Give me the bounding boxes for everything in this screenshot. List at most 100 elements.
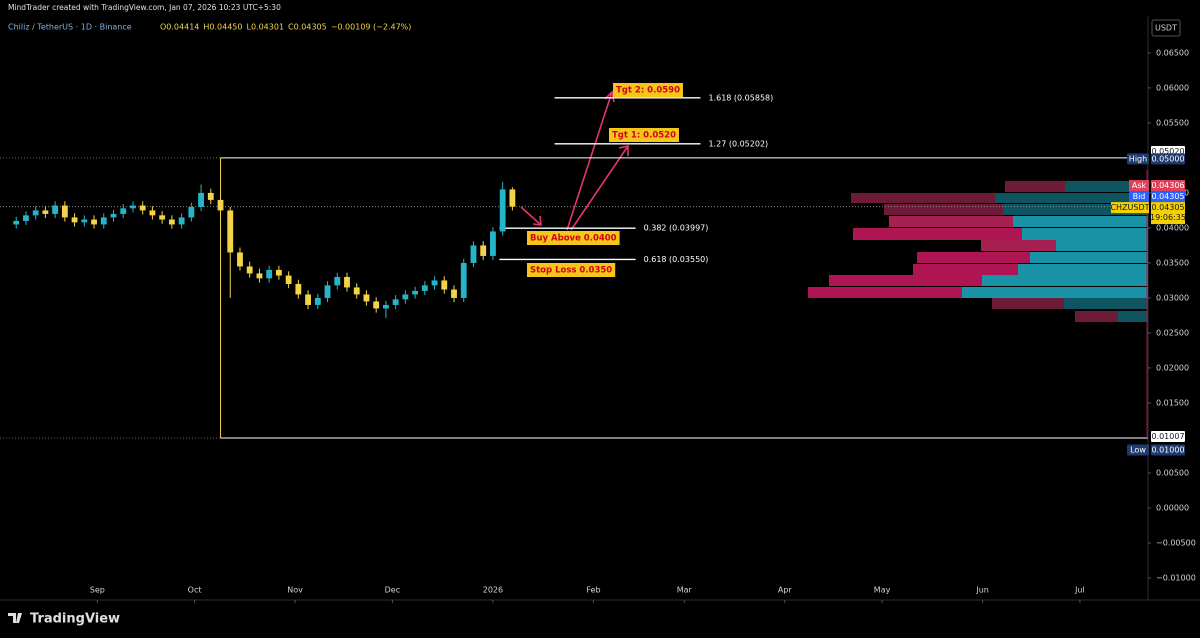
- range-low-name-box: [1127, 444, 1149, 456]
- candle-body: [217, 199, 224, 211]
- x-tick-label: Jun: [975, 586, 989, 595]
- brand-logo: [8, 613, 22, 623]
- vp-bar: [1075, 311, 1118, 322]
- y-tick-label: 0.03000: [1156, 293, 1189, 302]
- x-tick-label: May: [874, 586, 891, 595]
- ohlc-value: O0.04414: [160, 23, 199, 32]
- ohlc-value: −0.00109 (−2.47%): [331, 23, 412, 32]
- range-top-tag: 0.05020: [1151, 147, 1184, 156]
- vp-bar: [1056, 240, 1148, 251]
- y-tick-label: −0.01000: [1156, 574, 1196, 583]
- vp-bar: [853, 228, 1022, 240]
- candle-body: [227, 210, 234, 253]
- x-tick-label: 2026: [483, 586, 503, 595]
- vp-bar: [808, 287, 962, 298]
- candle-body: [71, 217, 78, 223]
- candle-body: [178, 217, 185, 225]
- price-tag-label: 0.04305: [1151, 203, 1184, 212]
- candle-body: [188, 206, 195, 218]
- y-tick-label: 0.06500: [1156, 48, 1189, 57]
- range-low-name: Low: [1130, 445, 1146, 454]
- symbol-title: Chiliz / TetherUS · 1D · Binance: [8, 23, 132, 32]
- vp-bar: [851, 193, 995, 203]
- x-tick-label: Nov: [287, 586, 303, 595]
- vp-bar: [1005, 181, 1065, 192]
- vp-bar: [982, 275, 1148, 286]
- candle-body: [421, 285, 428, 291]
- range-bottom-tag-box: [1151, 430, 1185, 442]
- x-tick-label: Apr: [778, 586, 793, 595]
- y-tick-label: −0.00500: [1156, 538, 1196, 547]
- vp-bar: [1118, 311, 1148, 322]
- vp-bar: [995, 193, 1148, 203]
- price-tag-box: [1151, 202, 1185, 225]
- price-tag-name: CHZUSDT: [1110, 203, 1149, 212]
- price-tag-name-box: [1129, 191, 1149, 203]
- candle-body: [198, 192, 204, 207]
- candle-body: [139, 205, 146, 211]
- vp-bar: [962, 287, 1148, 298]
- y-tick-label: 0.01500: [1156, 398, 1189, 407]
- annotation: Stop Loss 0.0350: [530, 266, 612, 276]
- candle-body: [91, 219, 97, 225]
- candle-body: [120, 208, 127, 214]
- candle-body: [110, 213, 117, 218]
- ohlc-value: L0.04301: [247, 23, 285, 32]
- range-low-tag: 0.01000: [1151, 445, 1184, 454]
- candle-body: [149, 210, 156, 216]
- annotation: Tgt 2: 0.0590: [616, 86, 680, 96]
- price-tag-label: 0.04306: [1151, 181, 1184, 190]
- vp-bar: [1003, 204, 1148, 215]
- candle-body: [23, 215, 29, 221]
- candle-body: [392, 299, 399, 305]
- range-bottom-tag: 0.01007: [1151, 432, 1184, 441]
- candle-body: [451, 289, 457, 298]
- vp-bar: [1065, 181, 1148, 192]
- annotation-box: [527, 263, 616, 277]
- candle-body: [509, 189, 516, 207]
- vp-bar: [884, 204, 1003, 215]
- annotation: Buy Above 0.0400: [530, 234, 617, 244]
- candle-body: [159, 215, 166, 220]
- vp-bar: [913, 264, 1018, 275]
- candle-body: [246, 266, 253, 274]
- candle-body: [314, 297, 321, 305]
- vp-bar: [1018, 264, 1148, 275]
- annotation-box: [609, 128, 679, 142]
- candle-body: [490, 231, 496, 256]
- candle-body: [168, 219, 175, 225]
- candle-body: [431, 280, 438, 286]
- range-high-name: High: [1129, 154, 1147, 163]
- x-tick-label: Sep: [90, 586, 105, 595]
- vp-bar: [1013, 216, 1148, 227]
- price-tag-box: [1151, 191, 1185, 203]
- candle-body: [305, 294, 311, 305]
- candle-body: [499, 189, 506, 232]
- candle-body: [100, 217, 107, 225]
- fib-label: 0.618 (0.03550): [644, 255, 709, 264]
- y-tick-label: 0.02000: [1156, 363, 1189, 372]
- vp-bar: [981, 240, 1056, 251]
- range-low-tag-box: [1151, 444, 1185, 456]
- candle-body: [61, 205, 68, 218]
- vp-bar: [1030, 252, 1148, 263]
- candle-body: [256, 273, 263, 279]
- fib-label: 1.27 (0.05202): [708, 139, 768, 148]
- fib-label: 1.618 (0.05858): [708, 93, 773, 102]
- volume-profile: [808, 181, 1148, 322]
- candle-body: [130, 205, 136, 209]
- candle-body: [324, 285, 331, 298]
- candle-body: [402, 294, 409, 300]
- candle-body: [470, 245, 477, 263]
- candle-body: [480, 245, 487, 256]
- candle-body: [275, 269, 282, 276]
- y-tick-label: 0.05500: [1156, 118, 1189, 127]
- candle-body: [363, 294, 370, 302]
- vp-bar: [992, 298, 1064, 309]
- price-tag-name-box: [1129, 180, 1149, 192]
- fib-label: 0.382 (0.03997): [644, 224, 709, 233]
- x-tick-label: Dec: [385, 586, 400, 595]
- candle-body: [373, 301, 380, 309]
